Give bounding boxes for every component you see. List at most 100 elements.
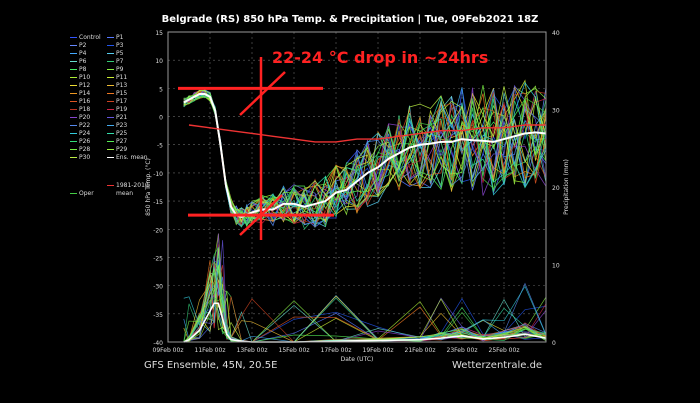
legend-label: P3 bbox=[116, 42, 124, 49]
legend-swatch bbox=[70, 85, 77, 86]
member-precip-p15 bbox=[183, 260, 547, 343]
legend-item-p30: P30 bbox=[70, 154, 90, 162]
x-tick-label: 21Feb 00z bbox=[405, 347, 436, 354]
legend-label: P1 bbox=[116, 34, 124, 41]
member-precip-p5 bbox=[183, 265, 547, 343]
legend-item-p7: P7 bbox=[107, 58, 123, 66]
member-precip-p3 bbox=[183, 260, 547, 343]
y-tick-label: -5 bbox=[157, 143, 163, 150]
x-tick-label: 25Feb 00z bbox=[489, 347, 520, 354]
legend-swatch bbox=[70, 157, 77, 158]
member-precip-p17 bbox=[183, 260, 547, 343]
member-precip-p11 bbox=[183, 265, 547, 343]
member-line-p26 bbox=[183, 93, 547, 228]
legend-swatch bbox=[70, 109, 77, 110]
legend-label: P2 bbox=[79, 42, 87, 49]
legend-swatch bbox=[70, 45, 77, 46]
y2-tick-label: 20 bbox=[552, 185, 560, 192]
legend-item-p14: P14 bbox=[70, 90, 90, 98]
legend-label: P11 bbox=[116, 74, 128, 81]
legend-swatch bbox=[107, 109, 114, 110]
member-precip-p1 bbox=[183, 259, 547, 343]
y2-tick-label: 40 bbox=[552, 30, 560, 37]
legend-label: P16 bbox=[79, 98, 91, 105]
legend-label: P9 bbox=[116, 66, 124, 73]
member-precip-p25 bbox=[183, 249, 547, 343]
legend-swatch bbox=[107, 85, 114, 86]
annotation-text: 22-24 °C drop in ~24hrs bbox=[272, 48, 488, 67]
legend-item-p18: P18 bbox=[70, 106, 90, 114]
legend-swatch bbox=[70, 101, 77, 102]
member-precip-p24 bbox=[183, 267, 547, 343]
legend-swatch bbox=[70, 69, 77, 70]
y-tick-label: -35 bbox=[153, 312, 163, 319]
y-tick-label: 10 bbox=[155, 58, 163, 65]
legend-item-p22: P22 bbox=[70, 122, 90, 130]
legend-label: P5 bbox=[116, 50, 124, 57]
legend-label: P4 bbox=[79, 50, 87, 57]
legend-item-p28: P28 bbox=[70, 146, 90, 154]
member-precip-p29 bbox=[183, 248, 547, 343]
annotation: 22-24 °C drop in ~24hrs bbox=[178, 48, 488, 240]
legend-swatch bbox=[70, 125, 77, 126]
legend-label: P20 bbox=[79, 114, 91, 121]
plot-frame bbox=[167, 31, 547, 343]
legend-label: 1981-2010 mean bbox=[116, 182, 149, 197]
legend-label: P18 bbox=[79, 106, 91, 113]
legend-swatch bbox=[107, 133, 114, 134]
y-tick-label: -30 bbox=[153, 284, 163, 291]
ensemble-mean-line bbox=[183, 93, 547, 218]
member-precip-p27 bbox=[183, 260, 547, 343]
legend-label: P17 bbox=[116, 98, 128, 105]
legend-label: P8 bbox=[79, 66, 87, 73]
legend-label: P28 bbox=[79, 146, 91, 153]
legend-swatch bbox=[107, 61, 114, 62]
x-tick-label: 17Feb 00z bbox=[321, 347, 352, 354]
legend-label: P27 bbox=[116, 138, 128, 145]
legend-item-p24: P24 bbox=[70, 130, 90, 138]
legend-swatch bbox=[107, 45, 114, 46]
legend-item-1981-2010-mean: 1981-2010 mean bbox=[107, 182, 149, 198]
legend-label: P15 bbox=[116, 90, 128, 97]
y-tick-label: -40 bbox=[153, 340, 163, 347]
legend-label: P6 bbox=[79, 58, 87, 65]
legend-swatch bbox=[70, 133, 77, 134]
y2-tick-label: 10 bbox=[552, 263, 560, 270]
legend-label: P30 bbox=[79, 154, 91, 161]
legend-item-p17: P17 bbox=[107, 98, 127, 106]
series bbox=[183, 79, 547, 343]
legend-label: P14 bbox=[79, 90, 91, 97]
legend-swatch bbox=[70, 37, 77, 38]
legend-label: P24 bbox=[79, 130, 91, 137]
member-precip-control bbox=[183, 265, 547, 343]
x-tick-label: 13Feb 00z bbox=[237, 347, 268, 354]
legend-swatch bbox=[107, 37, 114, 38]
x-axis-label: Date (UTC) bbox=[341, 356, 374, 363]
legend-item-p26: P26 bbox=[70, 138, 90, 146]
legend-swatch bbox=[107, 117, 114, 118]
legend-swatch bbox=[70, 141, 77, 142]
legend-label: P23 bbox=[116, 122, 128, 129]
legend-swatch bbox=[70, 53, 77, 54]
legend-swatch bbox=[107, 53, 114, 54]
legend-label: Control bbox=[79, 34, 101, 41]
legend-item-p4: P4 bbox=[70, 50, 86, 58]
legend-label: P13 bbox=[116, 82, 128, 89]
legend-swatch bbox=[107, 93, 114, 94]
legend-item-p29: P29 bbox=[107, 146, 127, 154]
legend-swatch bbox=[70, 93, 77, 94]
legend-label: Oper bbox=[79, 190, 94, 197]
climate-mean-line bbox=[188, 124, 546, 143]
legend-item-p3: P3 bbox=[107, 42, 123, 50]
legend-item-p2: P2 bbox=[70, 42, 86, 50]
member-precip-p19 bbox=[183, 264, 547, 343]
legend-item-p25: P25 bbox=[107, 130, 127, 138]
legend-item-p23: P23 bbox=[107, 122, 127, 130]
legend-label: P21 bbox=[116, 114, 128, 121]
legend-swatch bbox=[107, 77, 114, 78]
y-tick-label: -10 bbox=[153, 171, 163, 178]
y-axis-label: 850 hPa Temp. (°C) bbox=[145, 158, 152, 216]
x-tick-label: 19Feb 00z bbox=[363, 347, 394, 354]
annotation-diagonal-bottom bbox=[239, 194, 283, 236]
source-credit: Wetterzentrale.de bbox=[452, 360, 543, 371]
